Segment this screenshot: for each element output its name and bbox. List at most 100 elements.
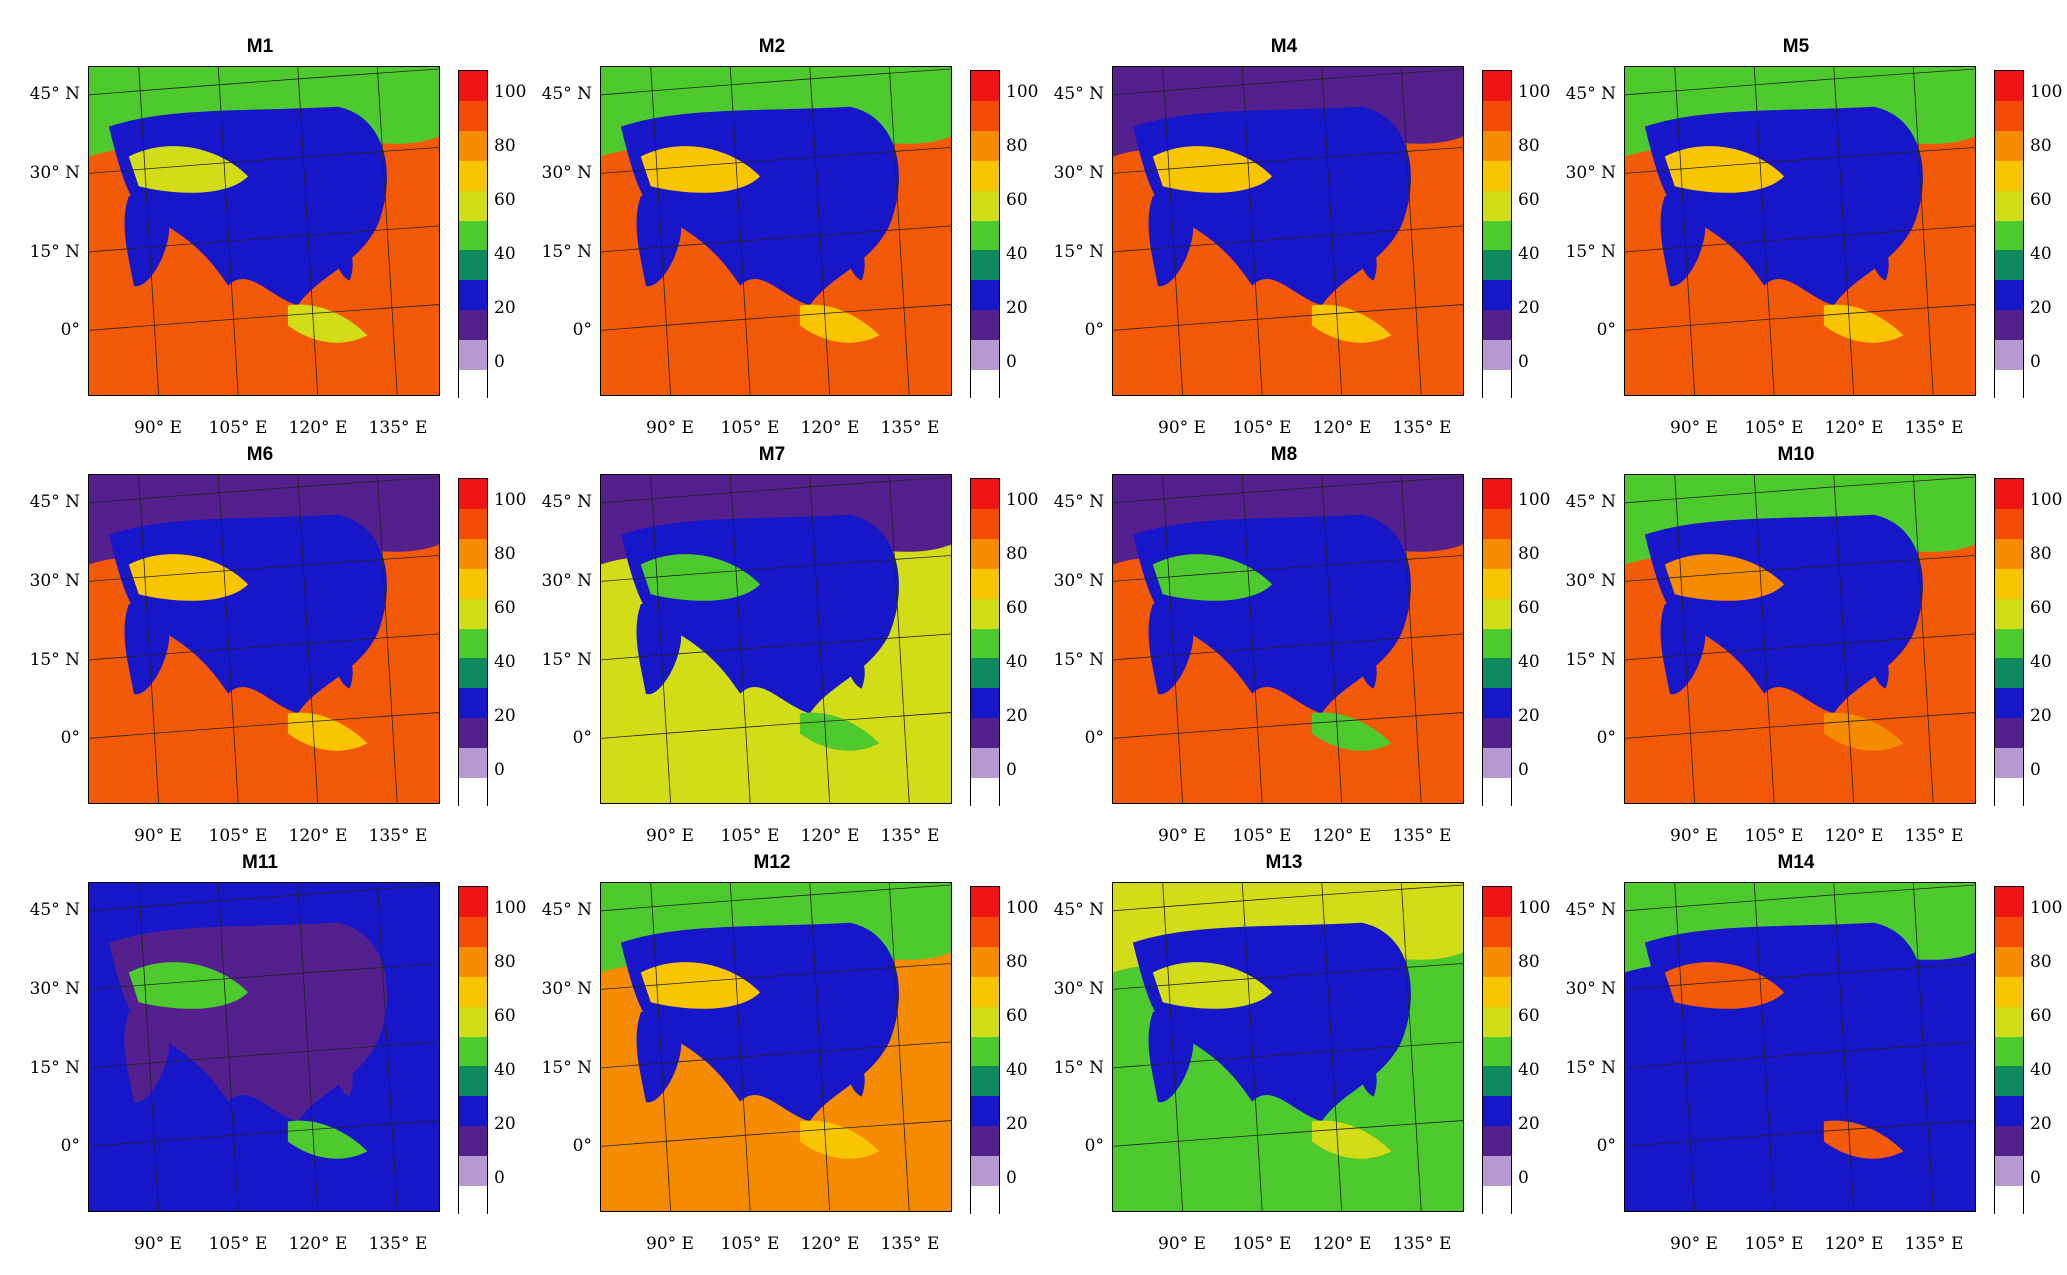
india-region — [1148, 1011, 1194, 1103]
colorbar-segment — [971, 1036, 999, 1067]
latitude-label: 0° — [60, 320, 80, 340]
colorbar-segment — [459, 130, 487, 161]
colorbar-segment — [1995, 657, 2023, 689]
plateau-region — [128, 962, 249, 1009]
colorbar-label: 100 — [1006, 490, 1039, 510]
latitude-label: 15° N — [29, 650, 80, 670]
parallel-line — [1625, 476, 1975, 504]
colorbar-segment — [971, 946, 999, 977]
colorbar-segment — [971, 598, 999, 629]
colorbar-label: 60 — [494, 598, 516, 618]
meridian-line — [376, 475, 398, 803]
latitude-label: 0° — [1596, 1136, 1616, 1156]
map-area — [1112, 474, 1464, 804]
longitude-label: 120° E — [800, 418, 860, 438]
colorbar-segment — [1995, 339, 2023, 370]
colorbar-label: 80 — [2030, 544, 2052, 564]
colorbar — [1482, 886, 1512, 1216]
latitude-label: 15° N — [1053, 650, 1104, 670]
map-panel-m6: M6 45° N 30° N 15° N 0° 90° E 105° E 120° E 135°… — [0, 428, 527, 846]
parallel-line — [1625, 555, 1975, 582]
meridian-line — [729, 883, 751, 1211]
colorbar-segment — [971, 568, 999, 599]
colorbar-segment — [459, 976, 487, 1007]
latitude-label: 45° N — [1565, 84, 1616, 104]
colorbar-label: 80 — [494, 544, 516, 564]
colorbar-label: 20 — [1518, 1114, 1540, 1134]
colorbar-label: 100 — [1518, 82, 1551, 102]
latitude-label: 30° N — [1565, 163, 1616, 183]
meridian-line — [1833, 67, 1855, 395]
colorbar-segment — [1995, 1095, 2023, 1127]
parallel-line — [601, 68, 951, 96]
parallel-line — [601, 1120, 951, 1147]
colorbar-segment — [1995, 717, 2023, 748]
colorbar-label: 40 — [1518, 652, 1540, 672]
philippines-region — [336, 1061, 353, 1097]
latitude-label: 15° N — [1053, 242, 1104, 262]
colorbar-label: 100 — [494, 490, 527, 510]
longitude-label: 105° E — [208, 826, 268, 846]
meridian-line — [888, 883, 910, 1211]
colorbar-segment — [1483, 1155, 1511, 1186]
colorbar-segment — [1995, 130, 2023, 161]
philippines-region — [336, 245, 353, 281]
latitude-label: 30° N — [1053, 979, 1104, 999]
colorbar-segment — [1483, 1185, 1511, 1216]
colorbar-segment — [971, 71, 999, 102]
latitude-label: 0° — [572, 728, 592, 748]
longitude-label: 105° E — [1232, 826, 1292, 846]
meridian-line — [1833, 883, 1855, 1211]
colorbar-segment — [1995, 71, 2023, 102]
parallel-line — [1113, 633, 1463, 661]
colorbar-segment — [971, 130, 999, 161]
map-area — [600, 882, 952, 1212]
latitude-label: 15° N — [1565, 242, 1616, 262]
meridian-line — [1674, 475, 1695, 803]
colorbar-segment — [971, 339, 999, 370]
parallel-line — [1625, 147, 1975, 174]
parallel-line — [1625, 633, 1975, 661]
colorbar-label: 20 — [494, 1114, 516, 1134]
colorbar-label: 60 — [1518, 598, 1540, 618]
india-region — [124, 603, 170, 695]
longitude-label: 135° E — [368, 1234, 428, 1254]
longitude-label: 90° E — [1158, 826, 1206, 846]
colorbar-segment — [1995, 249, 2023, 281]
colorbar-label: 80 — [2030, 952, 2052, 972]
colorbar-segment — [459, 71, 487, 102]
latitude-label: 0° — [572, 1136, 592, 1156]
plateau-region — [1664, 146, 1785, 193]
parallel-line — [89, 712, 439, 739]
longitude-label: 135° E — [880, 418, 940, 438]
colorbar-segment — [1483, 538, 1511, 569]
colorbar-segment — [1483, 479, 1511, 510]
colorbar-label: 20 — [1518, 706, 1540, 726]
longitude-label: 135° E — [880, 1234, 940, 1254]
colorbar-segment — [1995, 598, 2023, 629]
parallel-line — [1625, 68, 1975, 96]
map-area — [1112, 882, 1464, 1212]
colorbar-segment — [1483, 747, 1511, 778]
colorbar-label: 60 — [1006, 1006, 1028, 1026]
map-area — [88, 66, 440, 396]
colorbar-segment — [971, 1125, 999, 1156]
colorbar-segment — [459, 190, 487, 221]
colorbar-label: 0 — [1518, 1168, 1529, 1188]
latitude-label: 30° N — [1053, 571, 1104, 591]
longitude-label: 105° E — [208, 1234, 268, 1254]
meridian-line — [729, 475, 751, 803]
philippines-region — [848, 1061, 865, 1097]
colorbar-label: 40 — [494, 244, 516, 264]
colorbar-segment — [1483, 657, 1511, 689]
parallel-line — [1625, 1120, 1975, 1147]
colorbar-segment — [1995, 220, 2023, 251]
colorbar-segment — [971, 976, 999, 1007]
map-svg — [601, 883, 951, 1211]
map-panel-m14: M14 45° N 30° N 15° N 0° 90° E 105° E 120° E 135… — [1536, 836, 2063, 1254]
colorbar-segment — [459, 717, 487, 748]
longitude-label: 105° E — [1744, 1234, 1804, 1254]
plateau-region — [1152, 962, 1273, 1009]
latitude-label: 15° N — [29, 1058, 80, 1078]
colorbar-label: 20 — [1518, 298, 1540, 318]
